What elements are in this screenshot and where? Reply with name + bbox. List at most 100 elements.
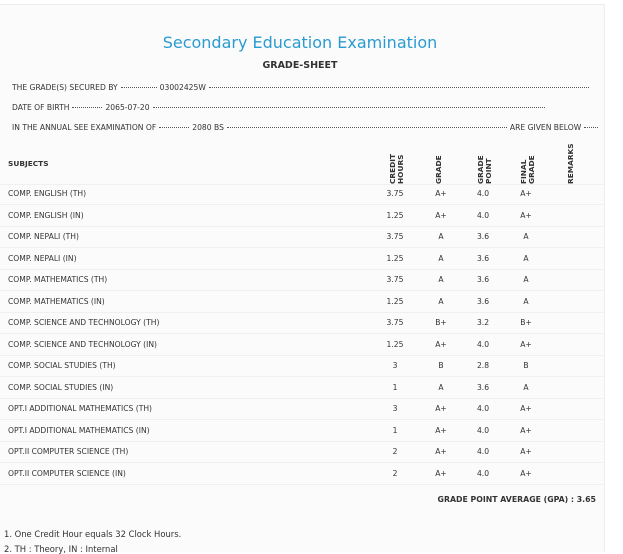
- cell: 2: [392, 468, 398, 478]
- info-line: DATE OF BIRTH 2065-07-20: [12, 103, 548, 112]
- cell: A+: [520, 189, 532, 198]
- subject: COMP. NEPALI (TH): [8, 232, 79, 241]
- cell: 3.6: [476, 232, 490, 241]
- row-line: [0, 397, 603, 399]
- subject: COMP. SOCIAL STUDIES (IN): [8, 382, 114, 392]
- cell: B: [438, 361, 444, 370]
- cell: 4.0: [476, 425, 490, 435]
- row-line: [0, 268, 603, 270]
- cell: 4.0: [476, 339, 490, 349]
- cell: 1: [392, 425, 398, 435]
- cell: A+: [520, 447, 532, 456]
- row-line: [0, 376, 603, 377]
- cell: 2.8: [476, 361, 490, 370]
- row-line: [0, 483, 603, 485]
- cell: A: [523, 296, 529, 306]
- subject: COMP. SCIENCE AND TECHNOLOGY (IN): [8, 339, 157, 349]
- row-line: [0, 333, 603, 334]
- column-header: REMARKS: [566, 143, 575, 184]
- subject: COMP. MATHEMATICS (TH): [8, 275, 108, 284]
- note: 1. One Credit Hour equals 32 Clock Hours…: [4, 529, 182, 539]
- info-line: IN THE ANNUAL SEE EXAMINATION OF 2080 BS A…: [12, 123, 601, 132]
- info-line: THE GRADE(S) SECURED BY 03002425W: [12, 83, 592, 92]
- cell: 3.6: [476, 296, 490, 306]
- subject: COMP. NEPALI (IN): [8, 253, 77, 263]
- row-line: [0, 462, 603, 463]
- column-header: CREDIT HOURS: [388, 153, 405, 184]
- cell: 4.0: [476, 189, 490, 198]
- column-header: SUBJECTS: [8, 159, 49, 168]
- subject: OPT.II COMPUTER SCIENCE (IN): [8, 468, 126, 478]
- cell: A: [438, 275, 444, 284]
- cell: A: [438, 296, 444, 306]
- dots: [159, 127, 190, 128]
- dots: [152, 107, 545, 108]
- cell: A+: [520, 404, 532, 413]
- cell: 3.75: [386, 232, 404, 241]
- dots: [72, 107, 103, 108]
- subject: COMP. SOCIAL STUDIES (TH): [8, 361, 116, 370]
- row-line: [0, 204, 603, 205]
- row-line: [0, 247, 603, 248]
- cell: A: [523, 232, 529, 241]
- cell: A: [438, 232, 444, 241]
- dots: [120, 87, 157, 88]
- cell: 2: [392, 447, 398, 456]
- cell: B: [523, 361, 529, 370]
- cell: 4.0: [476, 447, 490, 456]
- cell: 4.0: [476, 468, 490, 478]
- info-label: THE GRADE(S) SECURED BY: [12, 83, 118, 92]
- info-label: DATE OF BIRTH: [12, 103, 70, 112]
- cell: A+: [435, 425, 447, 435]
- row-line: [0, 419, 603, 420]
- subtitle: GRADE-SHEET: [262, 60, 338, 71]
- title: Secondary Education Examination: [162, 33, 438, 52]
- header-line: [0, 184, 603, 185]
- cell: A+: [435, 339, 447, 349]
- cell: 1.25: [386, 296, 404, 306]
- row-line: [0, 440, 603, 442]
- cell: 3: [392, 361, 398, 370]
- cell: A+: [520, 468, 532, 478]
- dots: [208, 87, 589, 88]
- cell: A+: [520, 210, 532, 220]
- subject: COMP. SCIENCE AND TECHNOLOGY (TH): [8, 318, 160, 327]
- info-label: IN THE ANNUAL SEE EXAMINATION OF: [12, 123, 157, 132]
- row-line: [0, 225, 603, 227]
- column-header: GRADE: [434, 155, 443, 184]
- cell: A+: [520, 425, 532, 435]
- cell: A+: [435, 404, 447, 413]
- cell: A: [523, 382, 529, 392]
- cell: A+: [435, 468, 447, 478]
- subject: OPT.II COMPUTER SCIENCE (TH): [8, 447, 129, 456]
- subject: COMP. ENGLISH (IN): [8, 210, 84, 220]
- info-value: 2065-07-20: [105, 103, 150, 112]
- cell: 1.25: [386, 253, 404, 263]
- cell: B+: [435, 318, 447, 327]
- subject: OPT.I ADDITIONAL MATHEMATICS (IN): [8, 425, 150, 435]
- cell: 3.2: [476, 318, 490, 327]
- cell: 4.0: [476, 210, 490, 220]
- note: 2. TH : Theory, IN : Internal: [4, 544, 118, 554]
- gpa: GRADE POINT AVERAGE (GPA) : 3.65: [437, 495, 596, 504]
- cell: 3: [392, 404, 398, 413]
- column-header: GRADE POINT: [476, 155, 493, 184]
- dots: [584, 127, 599, 128]
- column-header: FINAL GRADE: [519, 155, 536, 184]
- row-line: [0, 311, 603, 313]
- info-suffix: ARE GIVEN BELOW: [509, 123, 582, 132]
- cell: 3.6: [476, 253, 490, 263]
- cell: 1: [392, 382, 398, 392]
- cell: 1.25: [386, 339, 404, 349]
- subject: COMP. ENGLISH (TH): [8, 189, 87, 198]
- cell: A: [523, 275, 529, 284]
- row-line: [0, 290, 603, 291]
- cell: 3.6: [476, 382, 490, 392]
- cell: 3.6: [476, 275, 490, 284]
- cell: A+: [435, 210, 447, 220]
- cell: A+: [435, 189, 447, 198]
- subject: COMP. MATHEMATICS (IN): [8, 296, 105, 306]
- row-line: [0, 354, 603, 356]
- cell: A: [523, 253, 529, 263]
